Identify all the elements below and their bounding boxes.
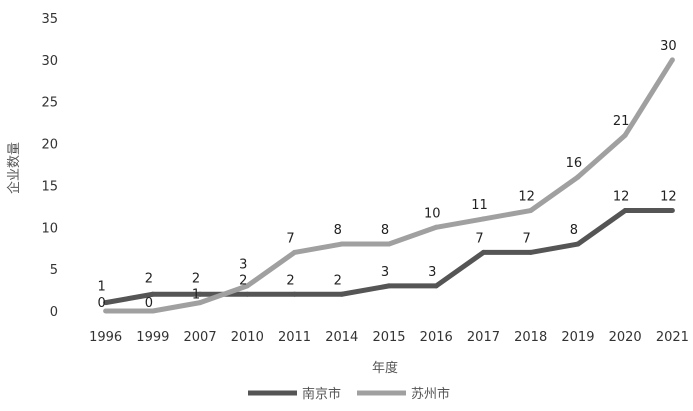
data-label-suzhou: 11 — [471, 198, 488, 213]
data-point — [244, 283, 250, 289]
data-point — [197, 300, 203, 306]
data-point — [244, 291, 250, 297]
data-point — [622, 208, 628, 214]
data-label-suzhou: 21 — [613, 114, 630, 129]
data-point — [622, 132, 628, 138]
data-point — [386, 283, 392, 289]
legend: 南京市 苏州市 — [248, 386, 450, 402]
data-label-nanjing: 12 — [660, 190, 677, 205]
x-tick-label: 2021 — [656, 330, 689, 345]
x-tick-label: 1999 — [136, 330, 169, 345]
data-label-suzhou: 30 — [660, 39, 677, 54]
data-label-nanjing: 2 — [286, 273, 294, 288]
data-point — [150, 308, 156, 314]
y-axis-title: 企业数量 — [6, 142, 22, 194]
data-label-nanjing: 3 — [428, 265, 436, 280]
x-tick-label: 1996 — [89, 330, 122, 345]
y-axis: 0 5 10 15 20 25 30 35 — [41, 12, 58, 320]
data-label-suzhou: 8 — [334, 223, 342, 238]
data-label-nanjing: 2 — [334, 273, 342, 288]
x-tick-label: 2019 — [561, 330, 594, 345]
x-tick-label: 2016 — [420, 330, 453, 345]
data-point — [669, 57, 675, 63]
data-label-nanjing: 2 — [239, 273, 247, 288]
x-tick-label: 2020 — [609, 330, 642, 345]
data-point — [339, 241, 345, 247]
y-tick-label: 30 — [41, 54, 58, 69]
y-tick-label: 10 — [41, 221, 58, 236]
data-label-nanjing: 1 — [97, 280, 105, 295]
x-tick-label: 2018 — [514, 330, 547, 345]
data-point — [528, 249, 534, 255]
data-label-suzhou: 7 — [286, 231, 294, 246]
series-lines — [103, 57, 675, 314]
x-tick-label: 2015 — [372, 330, 405, 345]
data-label-suzhou: 8 — [381, 223, 389, 238]
data-label-nanjing: 2 — [145, 271, 153, 286]
legend-label-suzhou: 苏州市 — [411, 386, 450, 402]
x-axis: 1996 1999 2007 2010 2011 2014 2015 2016 2017 2018… — [89, 330, 689, 345]
data-point — [575, 241, 581, 247]
x-tick-label: 2011 — [278, 330, 311, 345]
data-label-suzhou: 1 — [192, 288, 200, 303]
data-point — [339, 291, 345, 297]
y-tick-label: 15 — [41, 179, 58, 194]
data-label-suzhou: 3 — [239, 257, 247, 272]
data-label-nanjing: 7 — [523, 231, 531, 246]
y-tick-label: 25 — [41, 96, 58, 111]
data-label-suzhou: 10 — [424, 206, 441, 221]
y-tick-label: 20 — [41, 138, 58, 153]
x-tick-label: 2014 — [325, 330, 358, 345]
data-label-nanjing: 8 — [570, 223, 578, 238]
data-label-suzhou: 0 — [97, 296, 105, 311]
x-tick-label: 2010 — [231, 330, 264, 345]
data-label-suzhou: 12 — [518, 190, 535, 205]
data-point — [480, 216, 486, 222]
data-point — [575, 174, 581, 180]
data-label-nanjing: 2 — [192, 271, 200, 286]
data-point — [292, 249, 298, 255]
x-tick-label: 2007 — [184, 330, 217, 345]
x-axis-title: 年度 — [372, 360, 398, 376]
data-point — [197, 291, 203, 297]
data-point — [433, 283, 439, 289]
data-point — [669, 208, 675, 214]
data-label-suzhou: 0 — [145, 296, 153, 311]
data-point — [480, 249, 486, 255]
legend-label-nanjing: 南京市 — [302, 386, 341, 402]
data-point — [528, 208, 534, 214]
data-point — [433, 224, 439, 230]
data-label-nanjing: 7 — [475, 231, 483, 246]
data-point — [103, 308, 109, 314]
y-tick-label: 5 — [50, 263, 58, 278]
data-label-nanjing: 12 — [613, 190, 630, 205]
data-point — [150, 291, 156, 297]
data-point — [103, 300, 109, 306]
y-tick-label: 0 — [50, 305, 58, 320]
x-tick-label: 2017 — [467, 330, 500, 345]
y-tick-label: 35 — [41, 12, 58, 27]
data-label-suzhou: 16 — [566, 156, 583, 171]
data-point — [386, 241, 392, 247]
data-label-nanjing: 3 — [381, 265, 389, 280]
data-point — [292, 291, 298, 297]
